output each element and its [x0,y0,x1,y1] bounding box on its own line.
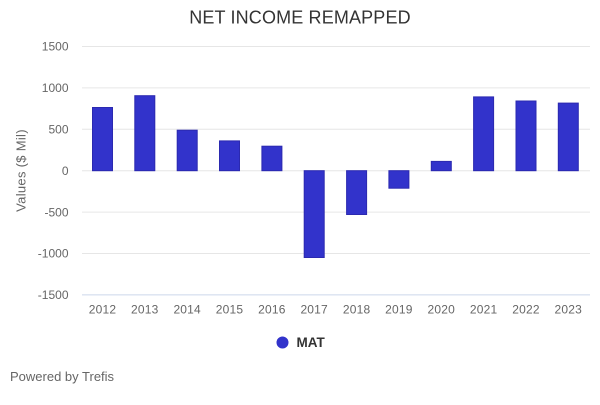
svg-text:1500: 1500 [42,40,69,54]
svg-text:1000: 1000 [42,81,69,95]
svg-text:Powered by Trefis: Powered by Trefis [10,369,115,384]
svg-text:2022: 2022 [512,303,540,317]
svg-text:2014: 2014 [173,303,201,317]
svg-text:2017: 2017 [300,303,328,317]
svg-text:-1500: -1500 [38,288,69,302]
svg-text:-500: -500 [44,205,68,219]
svg-text:2019: 2019 [385,303,413,317]
svg-text:2023: 2023 [555,303,583,317]
svg-text:2021: 2021 [470,303,498,317]
svg-text:2012: 2012 [89,303,117,317]
svg-text:500: 500 [48,123,68,137]
svg-text:Values ($ Mil): Values ($ Mil) [14,129,29,212]
svg-text:NET INCOME REMAPPED: NET INCOME REMAPPED [189,8,411,28]
svg-text:2016: 2016 [258,303,286,317]
svg-text:MAT: MAT [297,335,326,350]
svg-text:0: 0 [62,164,69,178]
svg-text:2013: 2013 [131,303,159,317]
svg-text:2018: 2018 [343,303,371,317]
svg-text:-1000: -1000 [38,247,69,261]
svg-text:2015: 2015 [216,303,244,317]
svg-text:2020: 2020 [428,303,456,317]
